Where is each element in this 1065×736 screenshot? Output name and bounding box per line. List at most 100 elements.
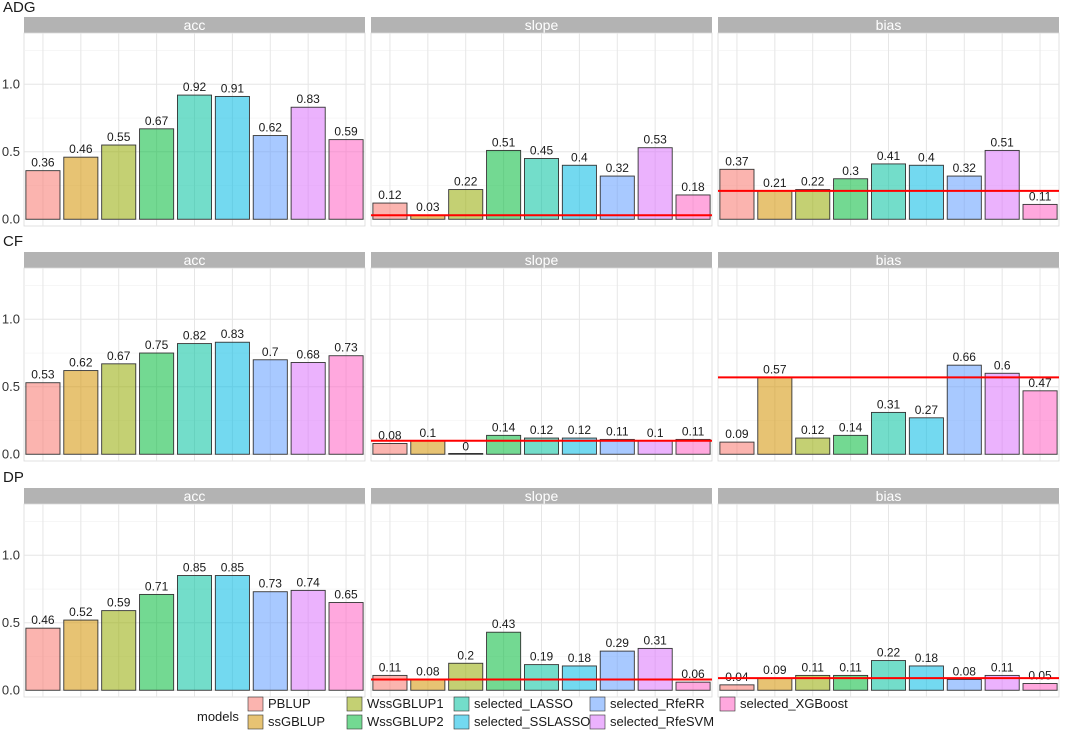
legend-item-selected-xgboost: selected_XGBoost [719,696,848,712]
bar-selected-xgboost [675,438,711,455]
bar-value-label: 0.03 [416,200,440,214]
bar-ssgblup [63,156,99,220]
facet-strip-label: slope [525,488,559,504]
panel-dp-acc: acc 0.0 0.5 1.0 0.46 0.52 0.59 0.71 0.85 0.85 0.73… [2,488,366,698]
facet-row-title-adg: ADG [3,0,36,16]
bar-value-label: 0.46 [69,142,93,156]
bar-value-label: 0.82 [183,329,207,343]
facet-strip-label: bias [876,252,902,268]
panel-cf-slope: slope 0.08 0.1 0 0.14 0.12 0.12 0.11 0.1 0.11 [370,252,713,462]
bar-selected-xgboost [1022,683,1058,691]
bar-selected-lasso [176,343,212,455]
bar-selected-rfesvm [637,440,673,455]
y-tick-label: 0.0 [2,682,20,697]
bar-value-label: 0.12 [530,423,554,437]
bar-value-label: 0.09 [725,427,749,441]
bar-selected-rferr [599,175,635,220]
bar-value-label: 0.21 [763,176,787,190]
bar-selected-sslasso [561,164,597,220]
bar-pblup [25,627,61,691]
facet-strip [718,252,1059,268]
bar-selected-rfesvm [637,147,673,220]
facet-strip-label: acc [184,252,206,268]
bar-selected-rferr [252,591,288,691]
bar-selected-rferr [946,679,982,691]
legend-swatch [453,696,470,712]
bar-value-label: 0.11 [606,424,629,438]
bar-selected-lasso [524,664,560,691]
bar-value-label: 0.12 [378,188,402,202]
y-tick-label: 0.5 [2,615,20,630]
legend-swatch [346,696,363,712]
facet-row-title-dp: DP [3,469,24,486]
facet-strip-label: slope [525,252,559,268]
bar-selected-xgboost [328,602,364,691]
bar-pblup [719,168,755,220]
bar-value-label: 0.46 [31,613,55,627]
bar-value-label: 0.6 [994,358,1011,372]
bar-selected-rferr [599,650,635,691]
bar-value-label: 0.74 [296,575,320,589]
bar-selected-rferr [252,135,288,220]
bar-value-label: 0.18 [681,180,705,194]
bar-value-label: 0.31 [877,397,901,411]
bar-value-label: 0.57 [763,362,787,376]
bar-selected-rfesvm [984,372,1020,455]
legend-label: WssGBLUP1 [367,696,444,711]
facet-strip-label: bias [876,17,902,33]
bar-value-label: 0.3 [842,164,859,178]
bar-value-label: 0.47 [1028,376,1052,390]
y-tick-label: 1.0 [2,311,20,326]
bar-value-label: 0.11 [839,660,862,674]
panel-adg-acc: acc 0.0 0.5 1.0 0.36 0.46 0.55 0.67 0.92 0.91 0.62… [2,17,366,227]
bar-value-label: 0.11 [1029,189,1052,203]
bar-value-label: 0.51 [492,135,516,149]
facet-strip [718,488,1059,504]
bar-value-label: 0.2 [457,648,474,662]
bar-value-label: 0.85 [221,561,245,575]
bar-pblup [372,674,408,691]
panels-layer: ADG acc 0.0 0.5 1.0 0.36 0.46 0.55 0.67 0.92 0.91 0… [2,0,1060,698]
bar-value-label: 0.08 [378,428,402,442]
bar-value-label: 0.67 [145,114,169,128]
bar-value-label: 0.4 [918,150,935,164]
bar-value-label: 0.83 [296,92,320,106]
bar-value-label: 0.22 [801,175,825,189]
legend-swatch [247,714,264,730]
panel-adg-bias: bias 0.37 0.21 0.22 0.3 0.41 0.4 0.32 0.51 0.11 [717,17,1060,227]
y-tick-label: 0.0 [2,211,20,226]
legend-label: selected_XGBoost [740,696,848,711]
bar-selected-sslasso [214,95,250,220]
legend-swatch [247,696,264,712]
bar-value-label: 0.36 [31,156,55,170]
legend-item-wssgblup2: WssGBLUP2 [346,714,444,730]
bar-pblup [719,684,755,691]
bar-wssgblup1 [448,662,484,691]
bar-value-label: 0.71 [145,579,169,593]
bar-selected-sslasso [908,164,944,220]
y-tick-label: 1.0 [2,547,20,562]
bar-selected-xgboost [328,355,364,455]
legend-item-selected-rferr: selected_RfeRR [589,696,705,712]
bar-selected-lasso [871,411,907,455]
bar-value-label: 0.22 [454,175,478,189]
bar-selected-xgboost [1022,203,1058,220]
bar-value-label: 0.12 [568,423,592,437]
bar-selected-sslasso [561,665,597,691]
y-tick-label: 0.5 [2,379,20,394]
bar-value-label: 0.92 [183,80,207,94]
panel-dp-slope: slope 0.11 0.08 0.2 0.43 0.19 0.18 0.29 0.31 0.06 [370,488,713,698]
bar-ssgblup [757,190,793,220]
legend-label: selected_SSLASSO [474,714,590,729]
bar-value-label: 0.08 [416,664,440,678]
bar-value-label: 0.29 [606,636,630,650]
bar-wssgblup2 [833,674,869,691]
bar-selected-sslasso [908,417,944,455]
legend-item-pblup: PBLUP [247,696,311,712]
bar-value-label: 0.53 [31,368,55,382]
bar-selected-xgboost [328,139,364,220]
bar-value-label: 0.05 [1028,669,1052,683]
facet-strip-label: acc [184,17,206,33]
bar-wssgblup2 [486,149,522,220]
panel-cf-acc: acc 0.0 0.5 1.0 0.53 0.62 0.67 0.75 0.82 0.83 0.7 0… [2,252,366,462]
